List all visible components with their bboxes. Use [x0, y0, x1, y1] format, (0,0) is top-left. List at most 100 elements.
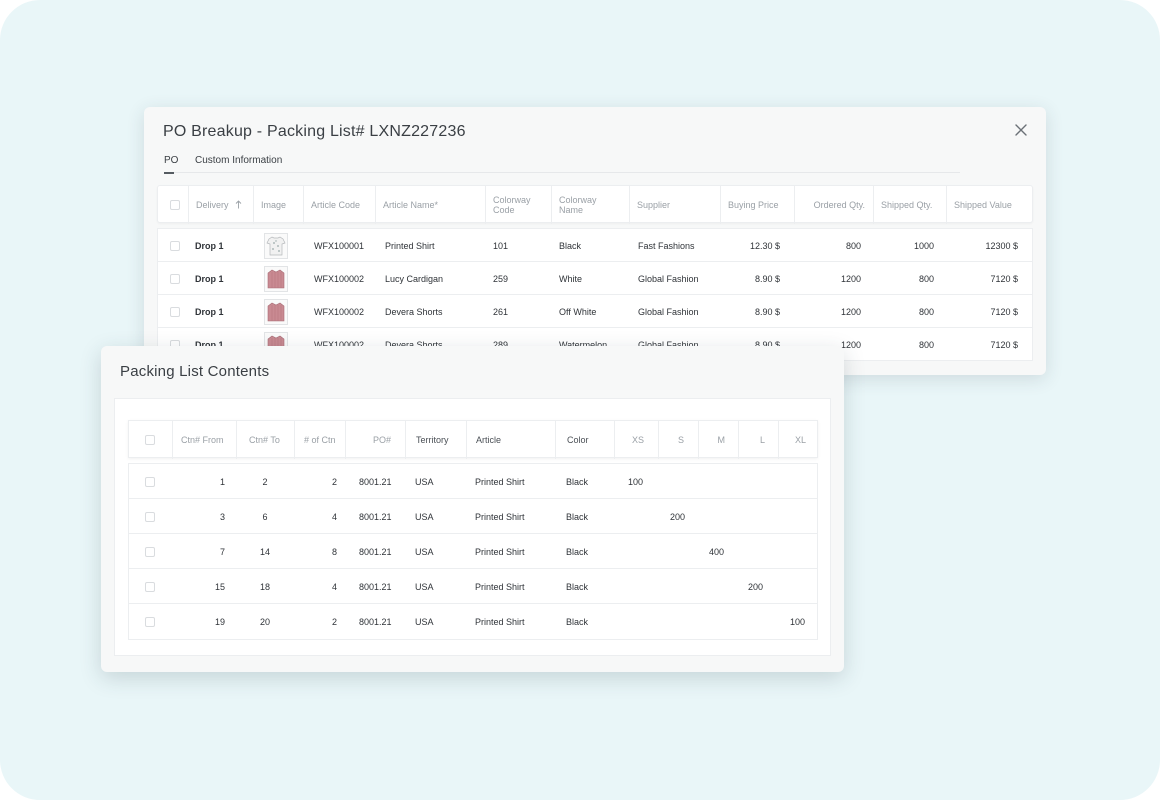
row-select-cell: [145, 534, 155, 569]
cell-delivery: Drop 1: [195, 273, 224, 284]
cell-supplier: Global Fashion: [638, 339, 699, 350]
cell-shipped-value: 7120 $: [990, 306, 1018, 317]
col-shipped-qty: Shipped Qty.: [873, 186, 946, 224]
po-breakup-dialog: PO Breakup - Packing List# LXNZ227236 PO…: [144, 107, 1046, 375]
cell-colorway-name: White: [559, 273, 583, 284]
row-select-cell: [145, 499, 155, 534]
cell-article: Printed Shirt: [475, 616, 525, 627]
cell-ctn-to: 20: [259, 616, 270, 627]
table-row[interactable]: 15 18 4 8001.21 USA Printed Shirt Black …: [129, 569, 817, 604]
col-supplier: Supplier: [629, 186, 720, 224]
cell-buying-price: 8.90 $: [754, 306, 780, 317]
cell-size-xl: 100: [790, 616, 806, 627]
cell-ctn-to: 2: [262, 476, 268, 487]
cell-colorway-name: Off White: [559, 306, 597, 317]
cell-supplier: Global Fashion: [638, 273, 699, 284]
cell-colorway-code: 261: [493, 306, 509, 317]
cell-image: [264, 229, 288, 262]
tab-custom-information[interactable]: Custom Information: [195, 155, 283, 166]
table-row[interactable]: 3 6 4 8001.21 USA Printed Shirt Black 20…: [129, 499, 817, 534]
cell-color: Black: [566, 616, 589, 627]
shirt-thumbnail-icon[interactable]: [264, 232, 288, 259]
row-checkbox[interactable]: [145, 546, 155, 557]
row-checkbox[interactable]: [170, 240, 180, 251]
cell-colorway-name: Black: [559, 240, 582, 251]
cell-colorway-code: 289: [493, 339, 509, 350]
select-all-checkbox[interactable]: [170, 200, 180, 210]
cell-territory: USA: [415, 476, 434, 487]
cell-colorway-code: 101: [493, 240, 509, 251]
table-row[interactable]: Drop 1 WFX100002 Devera Shorts 261 Off W…: [158, 295, 1032, 328]
col-size-s: S: [658, 421, 698, 459]
col-image: Image: [253, 186, 303, 224]
cell-num-ctn: 4: [331, 581, 337, 592]
packing-list-body: 1 2 2 8001.21 USA Printed Shirt Black 10…: [128, 463, 818, 640]
cell-num-ctn: 8: [331, 546, 337, 557]
select-all-cell: [145, 421, 155, 459]
cell-ctn-from: 7: [219, 546, 225, 557]
select-all-checkbox[interactable]: [145, 435, 155, 445]
table-row[interactable]: Drop 1 WFX100001 Printed Shirt 101 Black…: [158, 229, 1032, 262]
cell-article: Printed Shirt: [475, 581, 525, 592]
cell-article: Printed Shirt: [475, 476, 525, 487]
cell-shipped-value: 7120 $: [990, 273, 1018, 284]
col-shipped-value: Shipped Value: [946, 186, 1034, 224]
col-num-ctn: # of Ctn: [294, 421, 345, 459]
cell-ctn-from: 3: [219, 511, 225, 522]
packing-list-container: Ctn# From Ctn# To # of Ctn PO# Territory…: [114, 398, 831, 656]
col-article-name: Article Name*: [375, 186, 485, 224]
cell-ctn-to: 6: [262, 511, 268, 522]
col-size-xs: XS: [614, 421, 658, 459]
table-row[interactable]: Drop 1 WFX100002 Lucy Cardigan 259 White…: [158, 262, 1032, 295]
cell-delivery: Drop 1: [195, 240, 224, 251]
cell-shipped-qty: 800: [918, 273, 934, 284]
cell-ctn-to: 18: [259, 581, 270, 592]
cell-ordered-qty: 1200: [840, 273, 861, 284]
cardigan-thumbnail-icon[interactable]: [264, 265, 288, 292]
packing-list-header: Ctn# From Ctn# To # of Ctn PO# Territory…: [128, 420, 818, 459]
cell-territory: USA: [415, 511, 434, 522]
cell-article-name: Devera Shorts: [385, 306, 443, 317]
po-breakup-title: PO Breakup - Packing List# LXNZ227236: [163, 123, 466, 140]
cell-ctn-from: 19: [214, 616, 225, 627]
table-row[interactable]: 7 14 8 8001.21 USA Printed Shirt Black 4…: [129, 534, 817, 569]
row-select-cell: [170, 262, 180, 295]
cell-po: 8001.21: [359, 581, 392, 592]
cell-po: 8001.21: [359, 511, 392, 522]
cell-num-ctn: 2: [331, 476, 337, 487]
cardigan-thumbnail-icon[interactable]: [264, 298, 288, 325]
table-row[interactable]: 19 20 2 8001.21 USA Printed Shirt Black …: [129, 604, 817, 639]
row-checkbox[interactable]: [170, 273, 180, 284]
col-ctn-from: Ctn# From: [172, 421, 236, 459]
cell-color: Black: [566, 546, 589, 557]
row-select-cell: [170, 229, 180, 262]
cell-num-ctn: 2: [331, 616, 337, 627]
table-row[interactable]: 1 2 2 8001.21 USA Printed Shirt Black 10…: [129, 464, 817, 499]
col-po: PO#: [345, 421, 405, 459]
col-delivery[interactable]: Delivery: [188, 186, 253, 224]
cell-territory: USA: [415, 616, 434, 627]
row-checkbox[interactable]: [145, 511, 155, 522]
row-select-cell: [145, 569, 155, 604]
tab-po[interactable]: PO: [164, 155, 178, 174]
sort-arrow-up-icon[interactable]: [235, 199, 242, 211]
col-article-code: Article Code: [303, 186, 375, 224]
cell-image: [264, 295, 288, 328]
cell-buying-price: 12.30 $: [749, 240, 780, 251]
cell-territory: USA: [415, 546, 434, 557]
row-checkbox[interactable]: [170, 306, 180, 317]
cell-article-code: WFX100001: [314, 240, 365, 251]
po-table-body: Drop 1 WFX100001 Printed Shirt 101 Black…: [157, 228, 1033, 361]
row-checkbox[interactable]: [145, 476, 155, 487]
row-checkbox[interactable]: [145, 616, 155, 627]
cell-ctn-from: 1: [219, 476, 225, 487]
cell-image: [264, 262, 288, 295]
row-checkbox[interactable]: [145, 581, 155, 592]
table-row[interactable]: Drop 1 WFX100002 Devera Shorts 289 Water…: [158, 328, 1032, 360]
cell-size-m: 400: [709, 546, 725, 557]
close-icon[interactable]: [1012, 121, 1030, 139]
col-size-m: M: [698, 421, 738, 459]
cell-colorway-name: Watermelon: [559, 339, 608, 350]
cell-num-ctn: 4: [331, 511, 337, 522]
cell-ctn-to: 14: [259, 546, 270, 557]
